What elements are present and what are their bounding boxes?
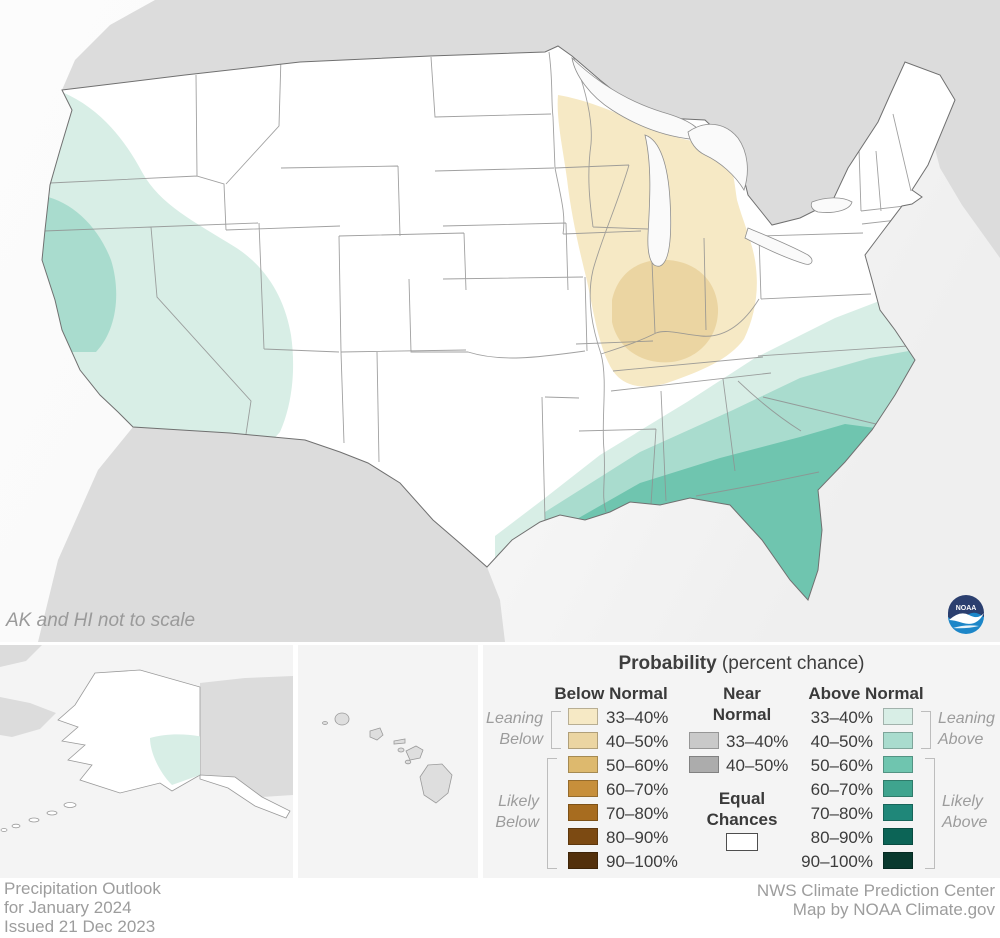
label-below-90-100: 90–100% — [606, 852, 678, 871]
alaska-inset — [0, 645, 293, 878]
legend-header-below: Below Normal — [554, 684, 668, 703]
swatch-equal-chances — [726, 833, 758, 851]
swatch-above-40-50 — [883, 732, 913, 749]
group-label-leaning-above: Leaning Above — [938, 710, 995, 748]
legend-title-suffix: (percent chance) — [716, 653, 865, 674]
hawaii-inset-svg — [298, 645, 478, 878]
us-outline — [41, 45, 956, 601]
swatch-below-60-70 — [568, 780, 598, 797]
footer-title-line2: for January 2024 — [4, 898, 132, 917]
group-label-likely-above: Likely Above — [942, 793, 988, 831]
hawaiian-islands — [322, 712, 453, 804]
swatch-above-60-70 — [883, 780, 913, 797]
footer-title-line3: Issued 21 Dec 2023 — [4, 917, 156, 936]
mexico-landmass — [38, 427, 505, 642]
footer-credit-line2: Map by NOAA Climate.gov — [792, 900, 995, 919]
label-below-60-70: 60–70% — [606, 780, 669, 799]
lake-michigan — [644, 134, 672, 267]
russia-landmass — [0, 645, 56, 737]
equal-chances-header: Equal Chances — [706, 789, 778, 829]
footer-title: Precipitation Outlook for January 2024 I… — [4, 879, 161, 936]
noaa-logo-text: NOAA — [956, 605, 977, 612]
swatch-below-50-60 — [568, 756, 598, 773]
lake-erie — [744, 227, 813, 265]
bracket-leaning-below — [551, 711, 561, 749]
legend-header-near: Near Normal — [712, 684, 772, 724]
aleutian-islands — [0, 802, 77, 832]
scale-note: AK and HI not to scale — [6, 610, 196, 631]
footer: Precipitation Outlook for January 2024 I… — [0, 878, 1000, 938]
footer-credit-line1: NWS Climate Prediction Center — [756, 881, 995, 900]
legend-title-bold: Probability — [618, 653, 717, 674]
noaa-logo: NOAA — [948, 595, 984, 634]
bracket-leaning-above — [921, 711, 931, 749]
state-borders — [43, 51, 914, 522]
conus-map-svg: NOAA — [0, 0, 1000, 642]
alaska-panhandle — [199, 774, 291, 819]
bracket-likely-below — [547, 758, 557, 869]
label-above-80-90: 80–90% — [810, 828, 873, 847]
region-ohio-valley-leaning-below-40-50 — [612, 259, 719, 363]
label-below-50-60: 50–60% — [606, 756, 669, 775]
footer-credit: NWS Climate Prediction Center Map by NOA… — [757, 881, 995, 919]
swatch-above-90-100 — [883, 852, 913, 869]
bracket-likely-above — [925, 758, 935, 869]
label-below-80-90: 80–90% — [606, 828, 669, 847]
swatch-above-70-80 — [883, 804, 913, 821]
swatch-below-80-90 — [568, 828, 598, 845]
label-near-33-40: 33–40% — [726, 732, 789, 751]
swatch-near-33-40 — [689, 732, 719, 749]
label-above-70-80: 70–80% — [810, 804, 873, 823]
label-above-33-40: 33–40% — [810, 708, 873, 727]
swatch-above-33-40 — [883, 708, 913, 725]
hawaii-inset — [298, 645, 478, 878]
canada-landmass — [62, 0, 1000, 258]
alaska-inset-svg — [0, 645, 293, 878]
great-lakes — [571, 56, 853, 267]
lake-huron — [687, 124, 748, 191]
label-above-40-50: 40–50% — [810, 732, 873, 751]
legend: Probability (percent chance) Below Norma… — [483, 645, 1000, 878]
group-label-likely-below: Likely Below — [495, 793, 539, 831]
label-above-60-70: 60–70% — [810, 780, 873, 799]
lake-ontario — [810, 197, 853, 213]
group-label-leaning-below: Leaning Below — [486, 710, 543, 748]
canada-landmass-ak — [200, 676, 293, 797]
region-norcal-leaning-above-40-50 — [42, 196, 117, 352]
swatch-below-40-50 — [568, 732, 598, 749]
legend-title: Probability (percent chance) — [483, 653, 1000, 675]
footer-title-line1: Precipitation Outlook — [4, 879, 161, 898]
label-above-50-60: 50–60% — [810, 756, 873, 775]
swatch-near-40-50 — [689, 756, 719, 773]
label-below-70-80: 70–80% — [606, 804, 669, 823]
region-west-leaning-above-33-40 — [42, 92, 294, 443]
swatch-below-90-100 — [568, 852, 598, 869]
region-alaska-leaning-above-33-40 — [150, 734, 200, 785]
swatch-below-33-40 — [568, 708, 598, 725]
label-below-40-50: 40–50% — [606, 732, 669, 751]
label-below-33-40: 33–40% — [606, 708, 669, 727]
label-above-90-100: 90–100% — [801, 852, 873, 871]
swatch-above-80-90 — [883, 828, 913, 845]
conus-map: NOAA AK and HI not to scale — [0, 0, 1000, 642]
swatch-below-70-80 — [568, 804, 598, 821]
swatch-above-50-60 — [883, 756, 913, 773]
legend-header-above: Above Normal — [808, 684, 924, 703]
label-near-40-50: 40–50% — [726, 756, 789, 775]
